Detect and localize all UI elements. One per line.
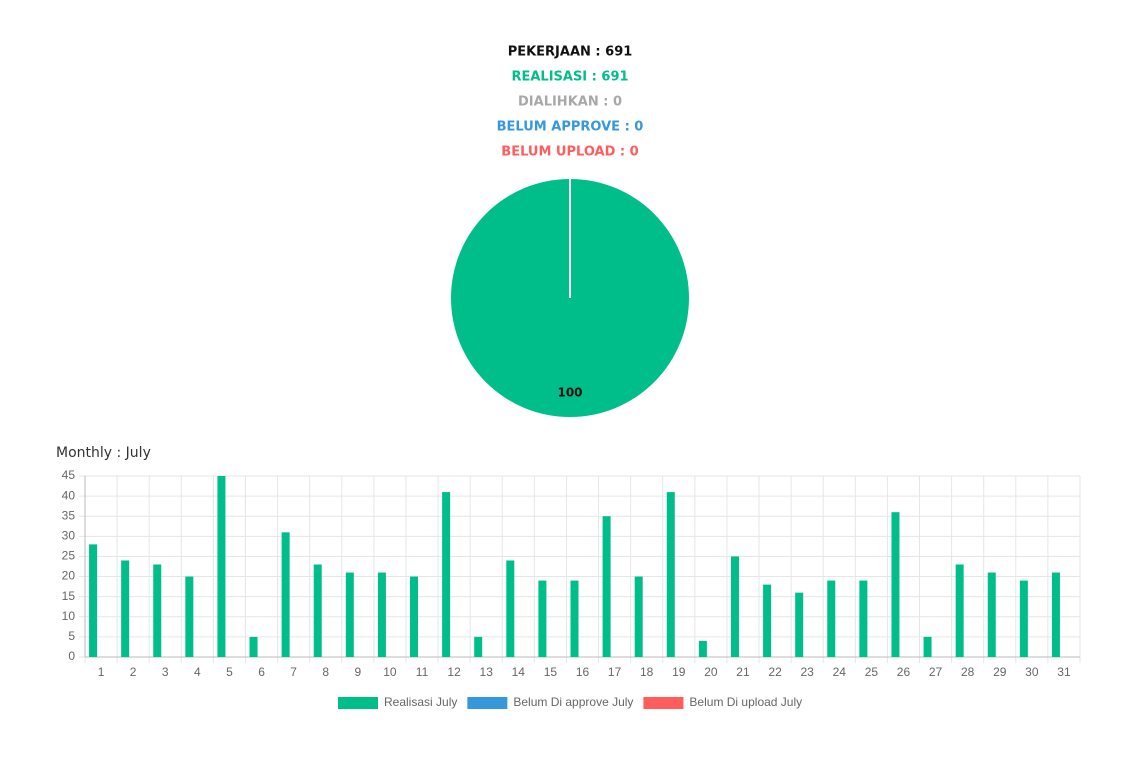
legend-label: Belum Di upload July <box>689 695 802 709</box>
legend-swatch <box>467 697 508 709</box>
y-tick-label: 35 <box>62 508 76 522</box>
bar <box>1051 572 1060 657</box>
y-tick-label: 45 <box>62 468 76 482</box>
x-tick-label: 19 <box>672 665 686 679</box>
bar <box>795 592 804 657</box>
bar <box>923 636 932 657</box>
x-tick-label: 31 <box>1057 665 1071 679</box>
x-tick-label: 6 <box>258 665 265 679</box>
bar <box>955 564 964 657</box>
pie-value-label: 100 <box>557 386 582 400</box>
bar <box>602 516 611 657</box>
legend-label: Realisasi July <box>384 695 457 709</box>
x-tick-label: 18 <box>640 665 654 679</box>
bar <box>345 572 354 657</box>
bar <box>763 584 772 657</box>
y-tick-label: 15 <box>62 589 76 603</box>
bar <box>217 476 226 657</box>
y-tick-label: 20 <box>62 569 76 583</box>
bar <box>281 532 290 657</box>
x-tick-label: 9 <box>354 665 361 679</box>
summary-line: BELUM UPLOAD : 0 <box>501 145 638 160</box>
legend-swatch <box>643 697 684 709</box>
bar <box>121 560 130 657</box>
bar <box>410 576 419 657</box>
y-tick-label: 30 <box>62 529 76 543</box>
x-tick-label: 15 <box>544 665 558 679</box>
bar <box>859 580 868 657</box>
bar <box>89 544 98 657</box>
y-tick-label: 0 <box>68 649 75 663</box>
x-tick-label: 20 <box>704 665 718 679</box>
x-tick-label: 11 <box>416 665 429 679</box>
x-tick-label: 5 <box>226 665 233 679</box>
bar <box>153 564 162 657</box>
bar <box>474 636 483 657</box>
bar <box>1019 580 1028 657</box>
x-tick-label: 10 <box>383 665 397 679</box>
y-tick-label: 25 <box>62 549 76 563</box>
summary-line: PEKERJAAN : 691 <box>508 45 633 60</box>
bar <box>730 556 739 657</box>
legend-swatch <box>338 697 378 709</box>
x-tick-label: 24 <box>833 665 847 679</box>
x-tick-label: 14 <box>512 665 526 679</box>
x-tick-label: 7 <box>290 665 297 679</box>
bar <box>185 576 194 657</box>
x-tick-label: 27 <box>929 665 943 679</box>
bar <box>377 572 386 657</box>
bar <box>570 580 579 657</box>
y-tick-label: 5 <box>68 629 75 643</box>
bar <box>666 492 675 657</box>
bar <box>442 492 451 657</box>
bar <box>891 512 900 657</box>
bar <box>538 580 547 657</box>
y-tick-label: 10 <box>62 609 76 623</box>
x-tick-label: 1 <box>98 665 105 679</box>
x-tick-label: 8 <box>322 665 329 679</box>
x-tick-label: 16 <box>576 665 590 679</box>
x-tick-label: 25 <box>865 665 879 679</box>
summary-line: DIALIHKAN : 0 <box>518 95 622 110</box>
x-tick-label: 26 <box>897 665 911 679</box>
x-tick-label: 13 <box>480 665 494 679</box>
legend-label: Belum Di approve July <box>513 695 633 709</box>
bar-chart-title: Monthly : July <box>56 445 151 461</box>
x-tick-label: 29 <box>993 665 1007 679</box>
x-tick-label: 4 <box>194 665 201 679</box>
x-tick-label: 21 <box>736 665 750 679</box>
bar <box>698 640 707 657</box>
y-tick-label: 40 <box>62 488 76 502</box>
x-tick-label: 17 <box>608 665 622 679</box>
bar <box>634 576 643 657</box>
x-tick-label: 12 <box>447 665 461 679</box>
x-tick-label: 22 <box>768 665 782 679</box>
summary-line: REALISASI : 691 <box>511 70 628 85</box>
summary-line: BELUM APPROVE : 0 <box>497 120 644 135</box>
bar <box>249 636 258 657</box>
bar <box>506 560 515 657</box>
x-tick-label: 3 <box>162 665 169 679</box>
x-tick-label: 2 <box>130 665 137 679</box>
x-tick-label: 30 <box>1025 665 1039 679</box>
x-tick-label: 28 <box>961 665 975 679</box>
bar <box>827 580 836 657</box>
bar <box>313 564 322 657</box>
bar <box>987 572 996 657</box>
x-tick-label: 23 <box>800 665 814 679</box>
